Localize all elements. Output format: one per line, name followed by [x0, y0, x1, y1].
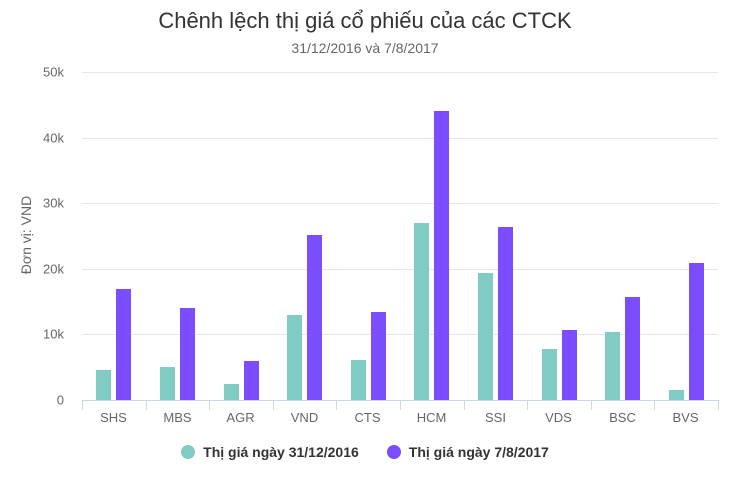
x-axis-tick — [527, 400, 528, 410]
bar-cts-series-2[interactable] — [371, 312, 386, 400]
x-axis-tick — [82, 400, 83, 410]
legend-circle-icon — [386, 445, 401, 459]
x-axis-tick — [400, 400, 401, 410]
x-axis-tick — [718, 400, 719, 410]
x-axis-tick — [654, 400, 655, 410]
gridline — [82, 203, 718, 204]
bar-hcm-series-1[interactable] — [414, 223, 429, 400]
legend-item-series-2[interactable]: Thị giá ngày 7/8/2017 — [386, 444, 549, 460]
bar-hcm-series-2[interactable] — [434, 111, 449, 400]
bar-bvs-series-1[interactable] — [669, 390, 684, 400]
bar-agr-series-2[interactable] — [244, 361, 259, 400]
x-tick-label: SSI — [485, 410, 506, 425]
x-tick-label: VDS — [545, 410, 572, 425]
x-tick-label: CTS — [354, 410, 381, 425]
x-axis-tick — [336, 400, 337, 410]
bar-vds-series-1[interactable] — [542, 349, 557, 400]
bar-bvs-series-2[interactable] — [689, 263, 704, 400]
x-tick-label: SHS — [100, 410, 127, 425]
x-axis-tick — [591, 400, 592, 410]
bar-bsc-series-2[interactable] — [625, 297, 640, 400]
gridline — [82, 269, 718, 270]
x-axis-tick — [209, 400, 210, 410]
x-tick-label: AGR — [226, 410, 255, 425]
x-axis-tick — [273, 400, 274, 410]
gridline — [82, 334, 718, 335]
legend-label: Thị giá ngày 7/8/2017 — [408, 444, 549, 460]
bar-ssi-series-1[interactable] — [478, 273, 493, 400]
y-tick-label: 50k — [43, 64, 64, 80]
chart-title: Chênh lệch thị giá cổ phiếu của các CTCK — [158, 8, 572, 33]
x-axis-tick — [464, 400, 465, 410]
bar-ssi-series-2[interactable] — [498, 227, 513, 400]
bar-vnd-series-1[interactable] — [287, 315, 302, 400]
x-tick-label: MBS — [163, 410, 192, 425]
x-axis-tick — [146, 400, 147, 410]
gridline — [82, 72, 718, 73]
y-tick-label: 10k — [43, 326, 64, 342]
y-tick-label: 40k — [43, 130, 64, 146]
bar-vds-series-2[interactable] — [562, 330, 577, 400]
y-tick-label: 20k — [43, 261, 64, 277]
bar-shs-series-2[interactable] — [116, 289, 131, 400]
x-tick-label: HCM — [416, 410, 447, 425]
legend-circle-icon — [181, 445, 196, 459]
chart-subtitle: 31/12/2016 và 7/8/2017 — [291, 40, 439, 56]
bar-agr-series-1[interactable] — [224, 384, 239, 400]
bar-mbs-series-2[interactable] — [180, 308, 195, 400]
x-tick-label: VND — [290, 410, 319, 425]
bar-bsc-series-1[interactable] — [605, 332, 620, 400]
bar-mbs-series-1[interactable] — [160, 367, 175, 400]
gridline — [82, 138, 718, 139]
bar-cts-series-1[interactable] — [351, 360, 366, 400]
y-tick-label: 0 — [56, 392, 64, 408]
y-tick-label: 30k — [43, 195, 64, 211]
x-tick-label: BVS — [672, 410, 699, 425]
x-tick-label: BSC — [609, 410, 636, 425]
legend-label: Thị giá ngày 31/12/2016 — [203, 444, 359, 460]
legend-item-series-1[interactable]: Thị giá ngày 31/12/2016 — [181, 444, 359, 460]
bar-vnd-series-2[interactable] — [307, 235, 322, 400]
legend: Thị giá ngày 31/12/2016 Thị giá ngày 7/8/… — [0, 444, 730, 460]
bar-shs-series-1[interactable] — [96, 370, 111, 400]
